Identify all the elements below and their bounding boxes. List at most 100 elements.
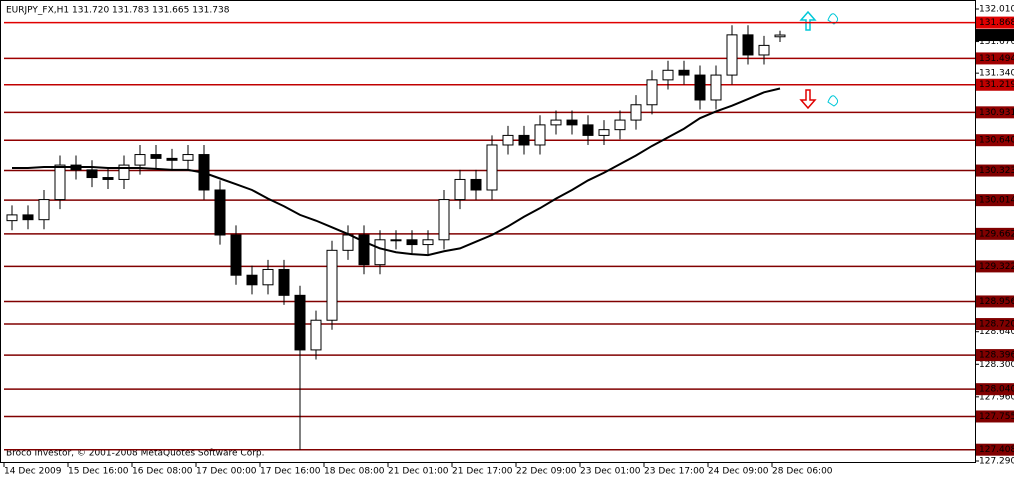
level-label-box bbox=[976, 443, 1014, 456]
candle-body bbox=[774, 34, 786, 38]
level-label: 131.494 bbox=[979, 54, 1014, 64]
candle-body bbox=[230, 234, 242, 276]
candle-body bbox=[646, 79, 658, 106]
candle-body bbox=[550, 119, 562, 126]
plot-frame bbox=[0, 0, 976, 463]
candle-body bbox=[134, 154, 146, 166]
candle-body bbox=[582, 124, 594, 136]
level-label-box bbox=[976, 134, 1014, 147]
x-tick-label: 23 Dec 17:00 bbox=[644, 467, 705, 477]
candle-body bbox=[726, 34, 738, 76]
candle-body bbox=[358, 234, 370, 266]
level-label: 128.720 bbox=[979, 320, 1014, 330]
level-label: 127.755 bbox=[979, 412, 1014, 422]
current-price-box bbox=[976, 29, 1014, 42]
candle-body bbox=[758, 44, 770, 56]
y-tick-label: 132.010 bbox=[979, 5, 1014, 15]
level-label-box bbox=[976, 260, 1014, 273]
y-tick-label: 131.340 bbox=[979, 69, 1014, 79]
candle-body bbox=[502, 134, 514, 146]
candle-body bbox=[6, 214, 18, 222]
candle-body bbox=[22, 214, 34, 221]
candle-body bbox=[742, 34, 754, 56]
level-label-box bbox=[976, 349, 1014, 362]
candle-body bbox=[342, 234, 354, 251]
level-label-box bbox=[976, 78, 1014, 91]
candle-body bbox=[38, 199, 50, 221]
x-tick-label: 28 Dec 06:00 bbox=[772, 467, 833, 477]
y-tick-label: 127.290 bbox=[979, 457, 1014, 467]
candle-body bbox=[470, 178, 482, 191]
level-label-box bbox=[976, 164, 1014, 177]
candle-body bbox=[102, 177, 114, 180]
level-label-box bbox=[976, 318, 1014, 331]
candle-body bbox=[86, 169, 98, 179]
chart-title: EURJPY_FX,H1 131.720 131.783 131.665 131… bbox=[6, 6, 230, 16]
candle-body bbox=[630, 104, 642, 121]
level-label-box bbox=[976, 106, 1014, 119]
candle-body bbox=[182, 154, 194, 161]
level-label: 128.396 bbox=[979, 351, 1014, 361]
x-tick-label: 14 Dec 2009 bbox=[4, 467, 62, 477]
candle-body bbox=[454, 178, 466, 201]
candle-body bbox=[566, 119, 578, 126]
level-label: 128.040 bbox=[979, 385, 1014, 395]
moving-average bbox=[12, 87, 781, 257]
candle-body bbox=[326, 249, 338, 321]
level-label: 131.219 bbox=[979, 80, 1014, 90]
candle-body bbox=[406, 239, 418, 246]
x-tick-label: 17 Dec 16:00 bbox=[260, 467, 321, 477]
candle-body bbox=[598, 129, 610, 136]
y-tick-label: 128.640 bbox=[979, 327, 1014, 337]
candle-body bbox=[486, 144, 498, 191]
x-tick-label: 16 Dec 08:00 bbox=[132, 467, 193, 477]
candle-body bbox=[438, 199, 450, 241]
level-label: 130.014 bbox=[979, 196, 1014, 206]
candle-body bbox=[518, 134, 530, 146]
candle-body bbox=[534, 124, 546, 146]
current-price-label: 131.738 bbox=[979, 31, 1014, 41]
candle-body bbox=[694, 74, 706, 101]
candle-body bbox=[710, 74, 722, 101]
candle-body bbox=[614, 119, 626, 131]
sell-signal bbox=[799, 89, 839, 110]
candle-body bbox=[422, 239, 434, 246]
candle-body bbox=[390, 239, 402, 242]
level-label: 127.408 bbox=[979, 445, 1014, 455]
y-tick-label: 131.670 bbox=[979, 37, 1014, 47]
level-label: 130.640 bbox=[979, 136, 1014, 146]
y-tick-label: 127.960 bbox=[979, 392, 1014, 402]
level-label-box bbox=[976, 52, 1014, 65]
buy-signal bbox=[799, 10, 839, 31]
candle-body bbox=[54, 164, 66, 201]
x-tick-label: 21 Dec 01:00 bbox=[388, 467, 449, 477]
level-label: 130.323 bbox=[979, 166, 1014, 176]
candle-body bbox=[150, 154, 162, 159]
candle-body bbox=[118, 164, 130, 180]
candle-body bbox=[262, 268, 274, 286]
candle-body bbox=[310, 319, 322, 351]
level-label: 129.662 bbox=[979, 229, 1014, 239]
candle-body bbox=[374, 239, 386, 266]
candle-body bbox=[662, 69, 674, 81]
level-label-box bbox=[976, 410, 1014, 423]
x-tick-label: 17 Dec 00:00 bbox=[196, 467, 257, 477]
x-tick-label: 15 Dec 16:00 bbox=[68, 467, 129, 477]
level-label-box bbox=[976, 383, 1014, 396]
x-tick-label: 21 Dec 17:00 bbox=[452, 467, 513, 477]
level-label: 130.931 bbox=[979, 108, 1014, 118]
x-tick-label: 24 Dec 09:00 bbox=[708, 467, 769, 477]
x-tick-label: 22 Dec 09:00 bbox=[516, 467, 577, 477]
candle-body bbox=[166, 157, 178, 161]
level-label-box bbox=[976, 227, 1014, 240]
footer: Broco Investor, © 2001-2008 MetaQuotes S… bbox=[6, 449, 265, 459]
level-label: 129.322 bbox=[979, 262, 1014, 272]
y-tick-label: 128.300 bbox=[979, 360, 1014, 370]
level-label-box bbox=[976, 16, 1014, 29]
level-label: 128.956 bbox=[979, 297, 1014, 307]
x-tick-label: 23 Dec 01:00 bbox=[580, 467, 641, 477]
candle-body bbox=[294, 294, 306, 351]
level-label-box bbox=[976, 194, 1014, 207]
candle-body bbox=[678, 69, 690, 76]
